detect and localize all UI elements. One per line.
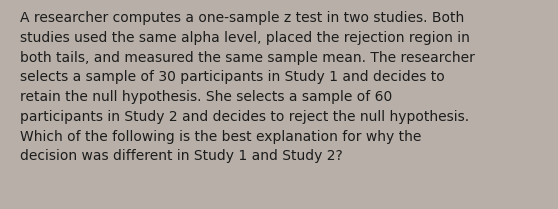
Text: A researcher computes a one-sample z test in two studies. Both
studies used the : A researcher computes a one-sample z tes… bbox=[20, 11, 475, 163]
